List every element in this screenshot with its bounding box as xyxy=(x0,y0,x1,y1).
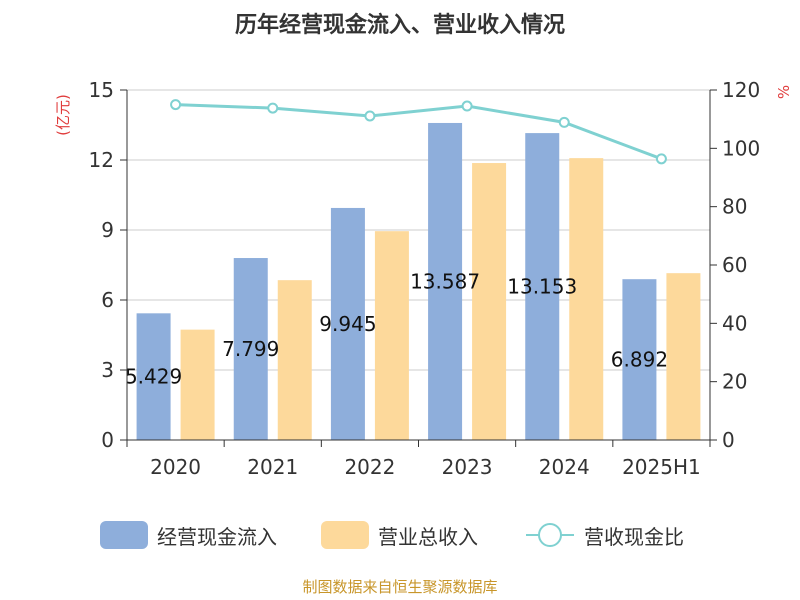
bar-cash-inflow xyxy=(233,258,268,440)
right-tick-label: 100 xyxy=(722,136,760,160)
x-tick-label: 2021 xyxy=(247,455,298,479)
legend-marker-ratio xyxy=(538,523,562,547)
data-label-cash-inflow: 13.153 xyxy=(507,275,577,299)
right-tick-label: 20 xyxy=(722,370,747,394)
legend: 经营现金流入 营业总收入 营收现金比 xyxy=(100,521,684,549)
left-tick-label: 0 xyxy=(101,428,114,452)
bar-revenue xyxy=(180,329,215,440)
ratio-point xyxy=(170,99,182,111)
bar-cash-inflow xyxy=(136,313,171,440)
x-tick-label: 2024 xyxy=(539,455,590,479)
right-axis-unit: % xyxy=(775,85,793,99)
bar-cash-inflow xyxy=(525,133,560,440)
data-label-cash-inflow: 13.587 xyxy=(410,269,480,293)
axes-group: 0 3 6 9 12 15 0 20 40 60 80 100 120 2020 2021 2022 2023 2… xyxy=(89,78,761,479)
bar-revenue xyxy=(569,158,604,440)
grid-lines xyxy=(127,89,710,371)
x-tick-label: 2023 xyxy=(442,455,493,479)
data-label-cash-inflow: 7.799 xyxy=(222,337,279,361)
source-note: 制图数据来自恒生聚源数据库 xyxy=(302,578,497,596)
chart-title: 历年经营现金流入、营业收入情况 xyxy=(235,12,565,38)
left-tick-label: 12 xyxy=(89,148,114,172)
data-label-cash-inflow: 9.945 xyxy=(319,312,376,336)
left-tick-label: 3 xyxy=(101,358,114,382)
right-tick-label: 120 xyxy=(722,78,760,102)
bar-cash-inflow xyxy=(622,279,657,440)
left-tick-label: 9 xyxy=(101,218,114,242)
left-tick-label: 6 xyxy=(101,288,114,312)
ratio-line-group xyxy=(170,99,667,165)
right-tick-label: 60 xyxy=(722,253,747,277)
bar-revenue xyxy=(374,231,409,440)
ratio-line xyxy=(175,103,662,161)
bar-revenue xyxy=(277,280,312,440)
data-label-cash-inflow: 5.429 xyxy=(125,365,182,389)
ratio-point xyxy=(461,100,473,112)
legend-label-revenue: 营业总收入 xyxy=(378,525,478,549)
x-tick-label: 2022 xyxy=(344,455,395,479)
legend-label-ratio: 营收现金比 xyxy=(584,525,684,549)
legend-swatch-cash-inflow xyxy=(100,521,148,549)
left-axis-unit: (亿元) xyxy=(54,94,72,136)
x-tick-label: 2025H1 xyxy=(622,455,701,479)
legend-swatch-revenue xyxy=(321,521,369,549)
data-label-cash-inflow: 6.892 xyxy=(611,348,668,372)
bar-cash-inflow xyxy=(330,207,365,440)
right-tick-label: 0 xyxy=(722,428,735,452)
ratio-point xyxy=(364,110,376,122)
bar-revenue xyxy=(472,163,507,441)
right-tick-label: 80 xyxy=(722,195,747,219)
ratio-point xyxy=(558,116,570,128)
x-tick-label: 2020 xyxy=(150,455,201,479)
bar-revenue xyxy=(666,273,701,440)
bar-cash-inflow xyxy=(428,122,463,440)
ratio-point xyxy=(655,153,667,165)
data-labels-group: 5.429 7.799 9.945 13.587 13.153 6.892 xyxy=(125,269,668,388)
left-tick-label: 15 xyxy=(89,78,114,102)
legend-label-cash-inflow: 经营现金流入 xyxy=(157,525,277,549)
right-tick-label: 40 xyxy=(722,311,747,335)
ratio-point xyxy=(267,102,279,114)
bars-group xyxy=(136,122,701,441)
